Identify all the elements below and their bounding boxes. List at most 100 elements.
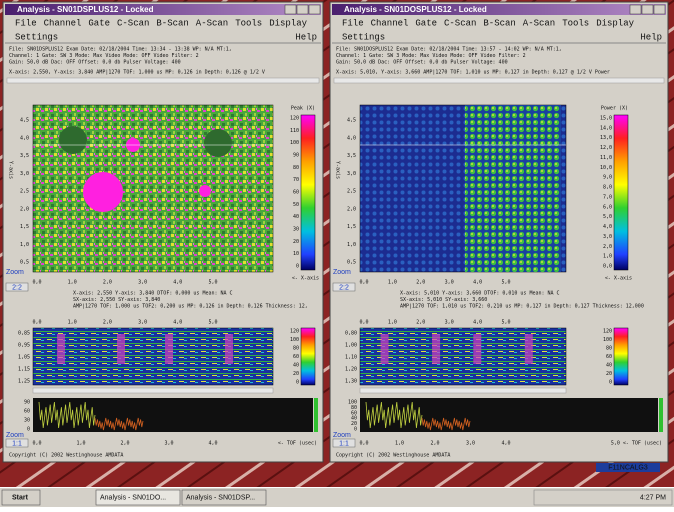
- b-scan-blob: [57, 334, 65, 364]
- y-tick-label: 0: [27, 427, 30, 433]
- a-scan-image: [33, 398, 313, 432]
- menu-item[interactable]: B-Scan: [156, 18, 188, 28]
- x-axis-label: <- TOF (usec): [278, 441, 317, 447]
- color-bar-tick: 90: [293, 153, 299, 159]
- menu-item[interactable]: Help: [640, 32, 662, 42]
- color-bar-tick: 110: [290, 128, 299, 134]
- y-tick-label: 1,25: [18, 379, 30, 385]
- color-bar-label: Peak (X): [291, 106, 315, 112]
- color-bar-tick: 80: [606, 346, 612, 352]
- menu-item[interactable]: C-Scan: [444, 18, 476, 28]
- x-tick-label: 3,0: [445, 320, 454, 326]
- y-tick-label: 90: [24, 400, 30, 406]
- info-line: Channel: 1 Gate: SW 3 Mode: Max Video Mo…: [9, 53, 199, 59]
- copyright: Copyright (C) 2002 Westinghouse AMDATA: [9, 453, 123, 459]
- zoom-label[interactable]: Zoom: [6, 432, 24, 439]
- window-button[interactable]: [285, 5, 296, 14]
- menu-item[interactable]: Channel: [44, 18, 82, 28]
- menu-item[interactable]: Channel: [371, 18, 409, 28]
- menu-item[interactable]: File: [342, 18, 364, 28]
- menu-item[interactable]: C-Scan: [117, 18, 149, 28]
- color-bar-tick: 120: [290, 116, 299, 122]
- color-bar-tick: 5,0: [603, 214, 612, 220]
- info-line: Gain: 50,0 dB Dac: OFF Offset: 0,0 db Pu…: [336, 60, 508, 66]
- window-button[interactable]: [309, 5, 320, 14]
- menu-item[interactable]: File: [15, 18, 37, 28]
- color-bar-tick: 40: [293, 214, 299, 220]
- window-button[interactable]: [630, 5, 641, 14]
- x-tick-label: 5,0: [208, 280, 217, 286]
- x-tick-label: 3,0: [138, 280, 147, 286]
- level-bar: [314, 398, 318, 432]
- y-tick-label: 60: [24, 409, 30, 415]
- x-tick-label: 3,0: [466, 441, 475, 447]
- zoom-ratio[interactable]: 1:1: [12, 440, 22, 447]
- color-bar-tick: 0: [609, 380, 612, 386]
- b-scan-blob: [473, 334, 481, 364]
- scrollbar: [360, 388, 566, 393]
- color-bar-tick: 50: [293, 202, 299, 208]
- color-bar-tick: 8,0: [603, 185, 612, 191]
- task-button-label[interactable]: Analysis - SN01DSP...: [186, 494, 255, 501]
- x-tick-label: 5,0: [501, 280, 510, 286]
- x-tick-label: 1,0: [76, 441, 85, 447]
- color-bar-tick: 80: [293, 346, 299, 352]
- x-tick-label: 4,0: [173, 320, 182, 326]
- x-tick-label: 0,0: [32, 320, 41, 326]
- color-bar: [614, 328, 628, 385]
- zoom-label[interactable]: Zoom: [333, 432, 351, 439]
- b-scan-blob: [381, 334, 389, 364]
- menu-item[interactable]: B-Scan: [483, 18, 515, 28]
- color-bar-tick: 13,0: [600, 135, 612, 141]
- color-bar-tick: 4,0: [603, 224, 612, 230]
- y-tick-label: 4,5: [20, 118, 29, 124]
- copyright: Copyright (C) 2002 Westinghouse AMDATA: [336, 453, 450, 459]
- window-button[interactable]: [642, 5, 653, 14]
- task-button-label[interactable]: Analysis - SN01DO...: [100, 494, 166, 501]
- menu-item[interactable]: Gate: [415, 18, 437, 28]
- desktop-icon-label[interactable]: F11NCALG3: [608, 464, 648, 471]
- x-tick-label: 2,0: [103, 320, 112, 326]
- color-bar-tick: 100: [603, 337, 612, 343]
- x-tick-label: 3,0: [445, 280, 454, 286]
- y-tick-label: 0,85: [18, 331, 30, 337]
- y-tick-label: 0,95: [18, 343, 30, 349]
- screen: Analysis - SN01DSPLUS12 - LockedFileChan…: [0, 0, 674, 507]
- menu-item[interactable]: A-Scan: [523, 18, 555, 28]
- x-tick-label: 4,0: [173, 280, 182, 286]
- zoom-label[interactable]: Zoom: [333, 269, 351, 276]
- window-button[interactable]: [654, 5, 665, 14]
- info-line: File: SN01DSPLUS12 Exam Date: 02/18/2004…: [9, 47, 232, 53]
- zoom-ratio[interactable]: 2:2: [12, 284, 22, 291]
- menu-item[interactable]: Help: [295, 32, 317, 42]
- window-button[interactable]: [297, 5, 308, 14]
- menu-item[interactable]: Display: [596, 18, 634, 28]
- color-bar-tick: 14,0: [600, 125, 612, 131]
- stats-line: SX-axis: 2,550 SY-axis: 3,840: [73, 297, 160, 303]
- menu-item[interactable]: Settings: [342, 32, 385, 42]
- menu-item[interactable]: Settings: [15, 32, 58, 42]
- color-bar-tick: 10,0: [600, 165, 612, 171]
- indication: [83, 172, 123, 212]
- y-tick-label: 2,5: [20, 189, 29, 195]
- color-bar-tick: 9,0: [603, 175, 612, 181]
- color-bar-tick: 40: [606, 363, 612, 369]
- scrollbar: [33, 388, 273, 393]
- start-label[interactable]: Start: [12, 494, 29, 501]
- menu-item[interactable]: Display: [269, 18, 307, 28]
- zoom-ratio[interactable]: 2:2: [339, 284, 349, 291]
- menu-item[interactable]: Tools: [562, 18, 589, 28]
- menu-item[interactable]: A-Scan: [196, 18, 228, 28]
- zoom-label[interactable]: Zoom: [6, 269, 24, 276]
- x-tick-label: 1,0: [395, 441, 404, 447]
- x-tick-label: 4,0: [501, 441, 510, 447]
- color-bar: [301, 115, 315, 270]
- color-bar-tick: 20: [606, 371, 612, 377]
- menu-item[interactable]: Gate: [88, 18, 110, 28]
- y-tick-label: 1,0: [20, 242, 29, 248]
- info-line: Gain: 50,0 dB Dac: OFF Offset: 0,0 db Pu…: [9, 60, 181, 66]
- cursor-readout: X-axis: 2,550, Y-axis: 3,840 AMP|1270 TO…: [9, 70, 265, 76]
- menu-item[interactable]: Tools: [235, 18, 262, 28]
- x-tick-label: 0,0: [32, 280, 41, 286]
- zoom-ratio[interactable]: 1:1: [339, 440, 349, 447]
